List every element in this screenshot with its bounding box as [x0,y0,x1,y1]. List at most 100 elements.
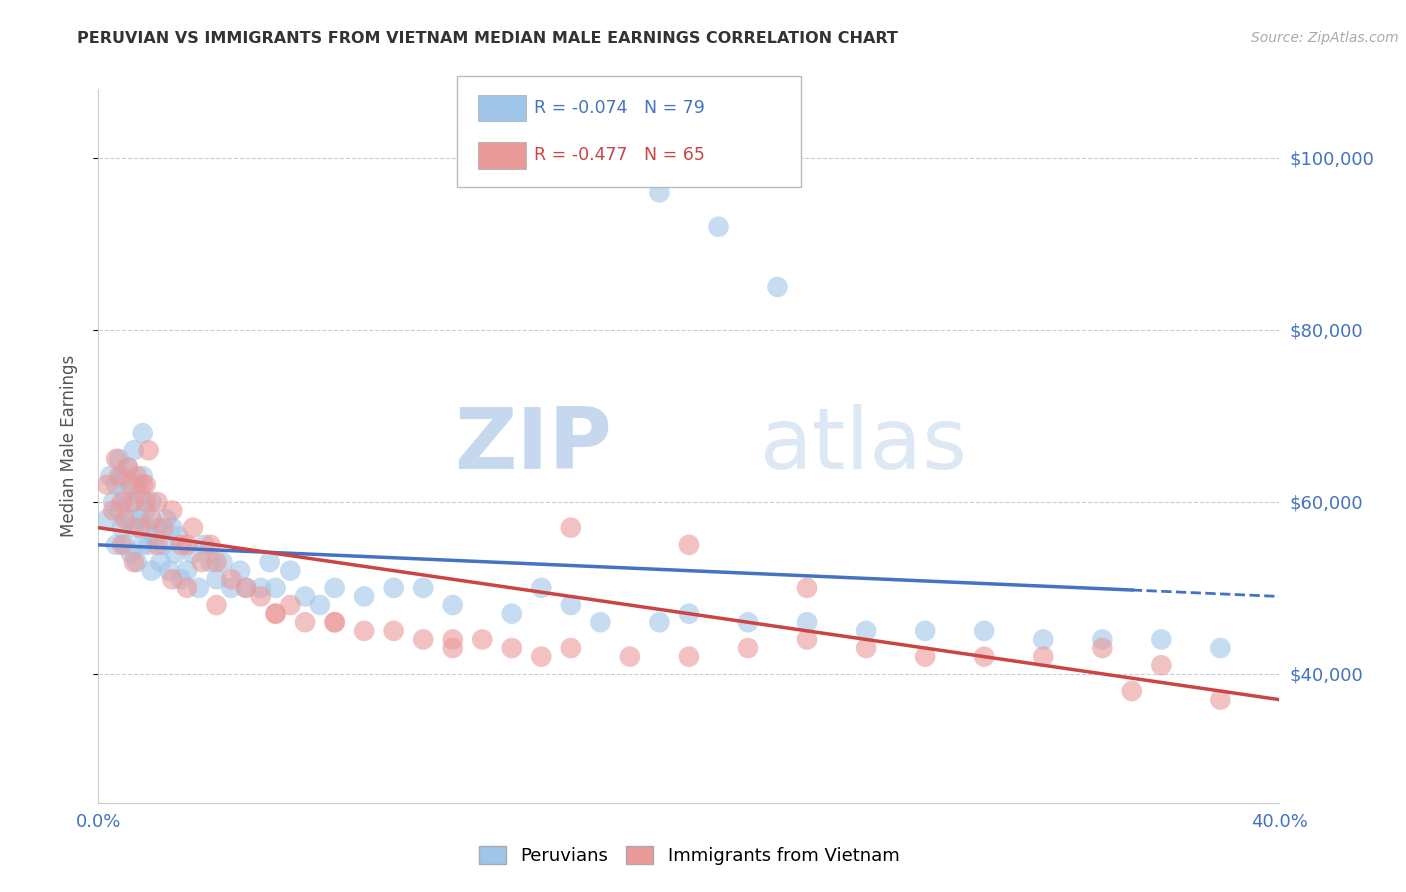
Text: R = -0.074   N = 79: R = -0.074 N = 79 [534,99,706,117]
Point [501,641,523,656]
Point [501,607,523,621]
Point [98,469,121,483]
Point [678,649,700,664]
Point [1121,684,1143,698]
Point [221,581,243,595]
Point [125,469,148,483]
Point [128,521,150,535]
Point [205,598,228,612]
Point [441,641,464,656]
Point [181,521,204,535]
Point [250,581,273,595]
Point [162,503,183,517]
Point [108,451,131,466]
Point [117,512,139,526]
Point [105,538,128,552]
Point [707,219,730,234]
Point [530,581,553,595]
Point [135,521,157,535]
Point [973,649,995,664]
Point [560,598,582,612]
Point [471,632,494,647]
Point [530,649,553,664]
Point [619,649,641,664]
Point [187,581,209,595]
Point [235,581,257,595]
Point [1150,632,1173,647]
Point [560,641,582,656]
Point [135,503,157,517]
Point [441,598,464,612]
Point [108,503,131,517]
Point [264,607,287,621]
Point [323,615,346,630]
Point [114,512,136,526]
Point [125,477,148,491]
Point [117,460,139,475]
Point [205,572,228,586]
Point [176,538,198,552]
Text: PERUVIAN VS IMMIGRANTS FROM VIETNAM MEDIAN MALE EARNINGS CORRELATION CHART: PERUVIAN VS IMMIGRANTS FROM VIETNAM MEDI… [77,31,898,46]
Point [855,641,877,656]
Point [235,581,257,595]
Point [323,581,346,595]
Point [122,443,145,458]
Point [135,495,157,509]
Point [138,538,160,552]
Point [294,590,316,604]
Point [165,546,187,560]
Point [1032,632,1054,647]
Point [176,564,198,578]
Point [111,495,134,509]
Point [117,460,139,475]
Point [294,615,316,630]
Point [250,590,273,604]
Point [120,546,142,560]
Point [170,572,193,586]
Point [96,512,118,526]
Point [162,572,183,586]
Point [141,512,163,526]
Point [229,564,252,578]
Point [111,538,134,552]
Point [796,581,818,595]
Point [589,615,612,630]
Point [105,477,128,491]
Text: ZIP: ZIP [454,404,612,488]
Y-axis label: Median Male Earnings: Median Male Earnings [59,355,77,537]
Point [105,451,128,466]
Point [1209,641,1232,656]
Point [412,632,434,647]
Point [855,624,877,638]
Point [146,495,169,509]
Point [264,607,287,621]
Point [973,624,995,638]
Point [796,615,818,630]
Point [146,538,169,552]
Point [135,477,157,491]
Point [309,598,332,612]
Point [128,486,150,500]
Point [128,512,150,526]
Point [103,503,125,517]
Point [141,564,163,578]
Point [678,607,700,621]
Point [114,538,136,552]
Point [170,538,193,552]
Point [353,590,375,604]
Point [678,538,700,552]
Point [353,624,375,638]
Point [152,521,174,535]
Point [111,469,134,483]
Point [191,555,214,569]
Point [264,581,287,595]
Point [122,521,145,535]
Point [132,426,155,441]
Point [162,521,183,535]
Point [152,538,174,552]
Point [1091,641,1114,656]
Point [323,615,346,630]
Point [108,469,131,483]
Point [120,495,142,509]
Point [200,538,222,552]
